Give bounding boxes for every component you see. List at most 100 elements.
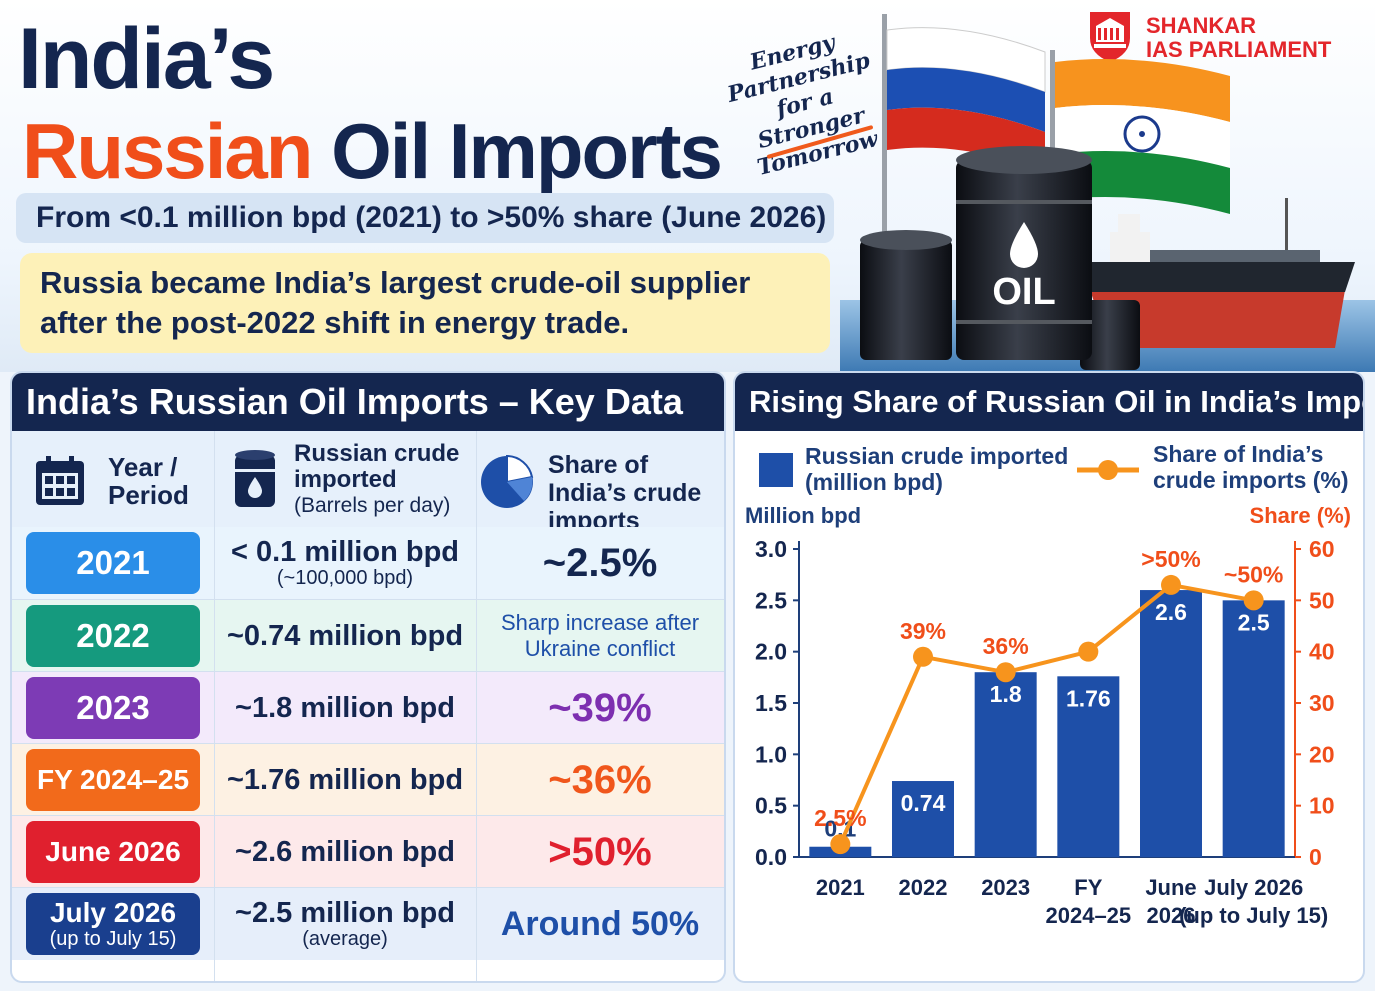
legend-line-label-line: Share of India’s: [1153, 441, 1324, 467]
share-cell: Around 50%: [476, 888, 724, 960]
russia-flag-icon: [886, 27, 1046, 172]
share-cell: Sharp increase after Ukraine conflict: [476, 600, 724, 672]
share-note: Sharp increase after Ukraine conflict: [500, 610, 700, 661]
period-label: 2021: [76, 544, 150, 581]
y-tick-label-right: 40: [1309, 639, 1335, 665]
share-point: [1243, 590, 1264, 611]
y-axis-left-title: Million bpd: [745, 505, 861, 528]
volume-main: ~1.8 million bpd: [235, 692, 455, 724]
callout-line-2: after the post-2022 shift in energy trad…: [40, 305, 630, 340]
title-line-1: India’s: [18, 11, 275, 107]
column-divider: [214, 431, 215, 981]
period-badge: 2022: [26, 605, 200, 667]
brand-logo: SHANKAR IAS PARLIAMENT: [1082, 8, 1372, 64]
y-tick-label-left: 2.0: [755, 639, 787, 665]
tanker-ship-icon: [1090, 198, 1355, 348]
chart-legend: Russian crude imported (million bpd) Sha…: [735, 441, 1363, 501]
period-label: June 2026: [45, 836, 181, 867]
subtitle-bar: From <0.1 million bpd (2021) to >50% sha…: [16, 193, 834, 243]
volume-cell: ~1.76 million bpd: [214, 744, 476, 816]
legend-bar-label-line: Russian crude imported: [805, 443, 1069, 469]
x-tick-label: 2024–25: [1046, 903, 1132, 928]
y-tick-label-left: 0.0: [755, 844, 787, 870]
bar-value-label: 2.6: [1155, 599, 1187, 625]
title-word-oil-imports: Oil Imports: [331, 107, 723, 195]
volume-cell: ~1.8 million bpd: [214, 672, 476, 744]
period-cell: 2023: [12, 672, 214, 744]
table-row: June 2026 ~2.6 million bpd >50%: [12, 815, 724, 888]
period-cell: June 2026: [12, 816, 214, 888]
hero-banner: India’s Russian Oil Imports From <0.1 mi…: [0, 0, 1375, 372]
barrel-icon: [235, 450, 275, 507]
volume-value: < 0.1 million bpd (~100,000 bpd): [231, 537, 459, 589]
bar: [1057, 676, 1120, 857]
brand-line-2: IAS PARLIAMENT: [1146, 37, 1332, 62]
volume-value: ~2.6 million bpd: [235, 837, 455, 867]
volume-note: (average): [302, 928, 388, 950]
x-tick-label: 2021: [816, 875, 865, 900]
period-badge: 2021: [26, 532, 200, 594]
table-row: July 2026 (up to July 15) ~2.5 million bpd…: [12, 887, 724, 960]
volume-cell: ~2.5 million bpd (average): [214, 888, 476, 960]
title-word-russian: Russian: [22, 107, 313, 195]
volume-value: ~2.5 million bpd (average): [235, 898, 455, 950]
chart-title: Rising Share of Russian Oil in India’s I…: [735, 373, 1363, 431]
period-label: 2022: [76, 617, 150, 654]
table-row: 2023 ~1.8 million bpd ~39%: [12, 671, 724, 744]
y-tick-label-left: 0.5: [755, 793, 787, 819]
share-point: [1161, 574, 1181, 595]
volume-value: ~1.8 million bpd: [235, 693, 455, 723]
volume-main: ~0.74 million bpd: [226, 620, 464, 652]
parliament-crest-icon: [1090, 12, 1130, 62]
period-label: 2023: [76, 689, 150, 726]
y-tick-label-right: 20: [1309, 741, 1335, 767]
period-sublabel: (up to July 15): [49, 928, 177, 950]
barrel-oil-label: OIL: [992, 271, 1055, 313]
share-point-label: >50%: [1141, 546, 1200, 572]
legend-line-label: Share of India’s crude imports (%): [1153, 441, 1349, 493]
period-label: FY 2024–25: [36, 764, 190, 795]
table-header: Year / Period Russian crude imported (Ba…: [12, 431, 724, 535]
volume-main: ~2.5 million bpd: [235, 897, 455, 929]
volume-note: (~100,000 bpd): [276, 567, 414, 589]
brand-line-1: SHANKAR: [1146, 13, 1256, 38]
x-tick-label: June: [1145, 875, 1196, 900]
share-point-label: 36%: [983, 633, 1029, 659]
period-cell: 2022: [12, 600, 214, 672]
volume-cell: < 0.1 million bpd (~100,000 bpd): [214, 527, 476, 599]
share-value: ~39%: [548, 685, 652, 730]
bar-value-label: 1.76: [1066, 685, 1111, 711]
table-row: 2021 < 0.1 million bpd (~100,000 bpd) ~2.5%: [12, 527, 724, 599]
title-line-2: Russian Oil Imports: [22, 106, 723, 197]
volume-cell: ~0.74 million bpd: [214, 600, 476, 672]
volume-value: ~1.76 million bpd: [227, 765, 463, 795]
share-point: [995, 662, 1016, 683]
x-tick-label: 2023: [981, 875, 1030, 900]
period-cell: July 2026 (up to July 15): [12, 888, 214, 960]
period-badge: June 2026: [26, 821, 200, 883]
oil-barrels-icon: OIL: [860, 146, 1140, 370]
bar-value-label: 2.5: [1238, 609, 1270, 635]
key-data-heading: India’s Russian Oil Imports – Key Data: [12, 373, 724, 431]
legend-bar-label: Russian crude imported (million bpd): [805, 443, 1068, 495]
period-cell: 2021: [12, 527, 214, 599]
share-cell: ~2.5%: [476, 527, 724, 599]
legend-bar-swatch: [759, 453, 793, 487]
volume-main: ~1.76 million bpd: [226, 764, 464, 796]
bar: [1222, 600, 1285, 857]
y-tick-label-right: 10: [1309, 793, 1335, 819]
y-tick-label-right: 30: [1309, 690, 1335, 716]
volume-value: ~0.74 million bpd: [227, 621, 463, 651]
y-tick-label-left: 2.5: [755, 587, 787, 613]
share-value: Around 50%: [500, 904, 700, 943]
bar-value-label: 1.8: [990, 681, 1022, 707]
share-cell: ~36%: [476, 744, 724, 816]
share-line: [838, 582, 1255, 845]
y-tick-label-left: 3.0: [755, 536, 787, 562]
col-header-volume-main: Russian crude imported: [294, 440, 460, 493]
period-badge: 2023: [26, 677, 200, 739]
column-divider: [476, 431, 477, 981]
col-header-year: Year / Period: [108, 452, 189, 510]
period-badge: July 2026 (up to July 15): [26, 893, 200, 955]
callout-line-1: Russia became India’s largest crude-oil …: [40, 265, 751, 300]
